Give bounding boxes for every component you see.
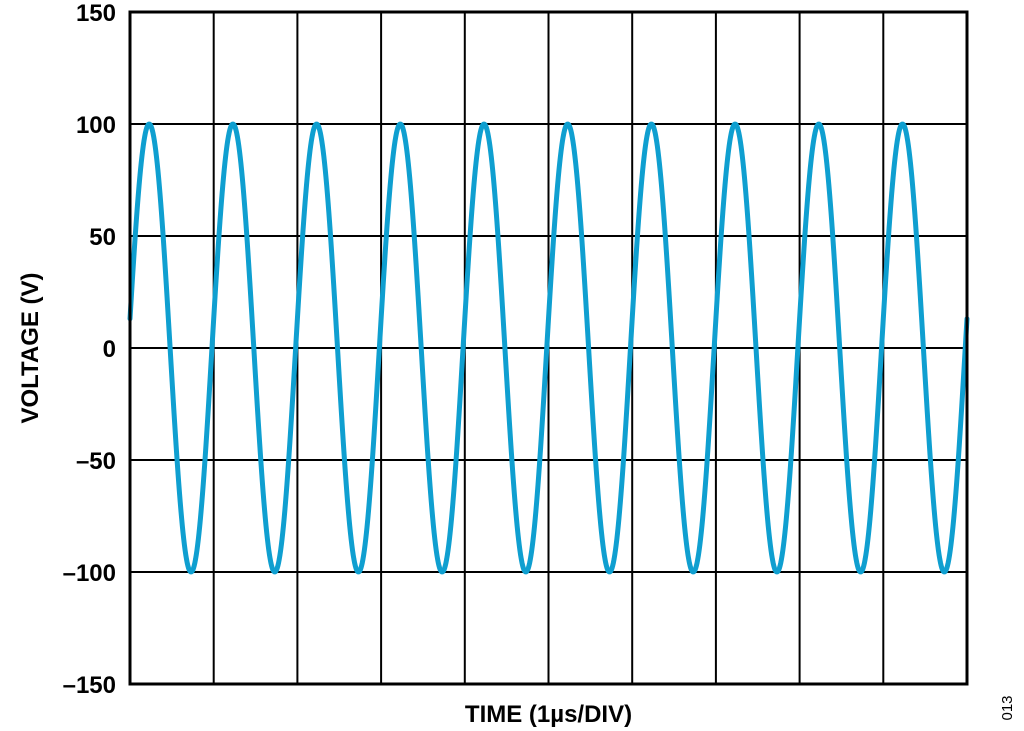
y-tick-label: –50 [76, 448, 116, 475]
y-axis-label: VOLTAGE (V) [17, 272, 44, 423]
y-tick-label: –150 [63, 672, 116, 699]
y-tick-label: 150 [76, 0, 116, 27]
y-tick-labels: 150 100 50 0 –50 –100 –150 [63, 0, 116, 699]
series-line [127, 121, 970, 575]
plot-frame [128, 10, 969, 686]
x-axis-label: TIME (1µs/DIV) [465, 701, 632, 728]
y-tick-label: 100 [76, 112, 116, 139]
figure-id: 013 [999, 695, 1016, 720]
y-tick-label: –100 [63, 560, 116, 587]
y-tick-label: 50 [89, 224, 116, 251]
y-tick-label: 0 [103, 336, 116, 363]
